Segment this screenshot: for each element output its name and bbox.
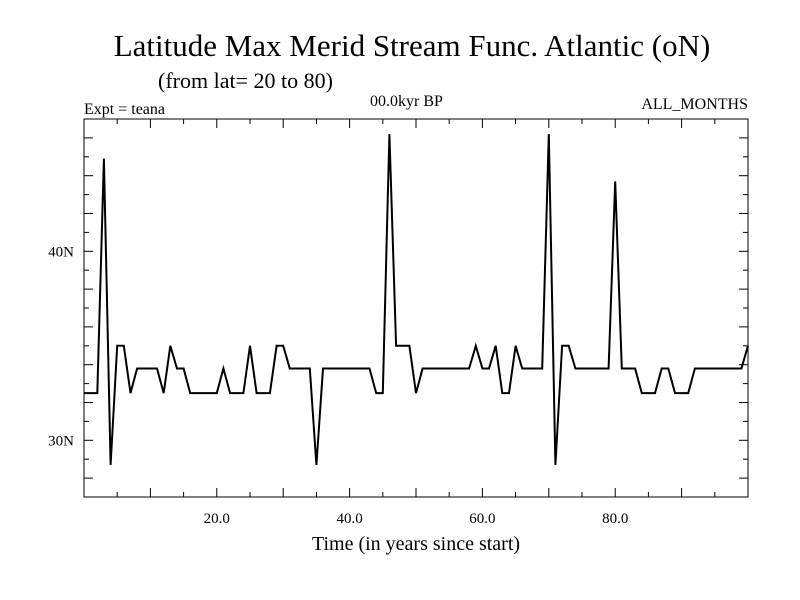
plot-frame <box>83 118 749 498</box>
axis-tick-labels: 20.0 40.0 60.0 80.0 30N 40N <box>48 244 628 527</box>
x-axis-label: Time (in years since start) <box>312 533 520 555</box>
x-tick-label: 80.0 <box>602 511 628 527</box>
x-tick-label: 20.0 <box>204 511 230 527</box>
x-tick-label: 40.0 <box>336 511 362 527</box>
experiment-label: Expt = teana <box>84 101 165 118</box>
chart-title: Latitude Max Merid Stream Func. Atlantic… <box>114 28 711 63</box>
series-line <box>84 134 749 465</box>
data-series <box>84 134 749 465</box>
x-tick-label: 60.0 <box>469 511 495 527</box>
time-label: 00.0kyr BP <box>370 93 443 110</box>
months-label: ALL_MONTHS <box>641 96 748 113</box>
y-tick-label: 30N <box>48 433 74 449</box>
y-tick-label: 40N <box>48 244 74 260</box>
axis-ticks <box>84 119 748 497</box>
chart-subtitle: (from lat= 20 to 80) <box>158 68 333 93</box>
